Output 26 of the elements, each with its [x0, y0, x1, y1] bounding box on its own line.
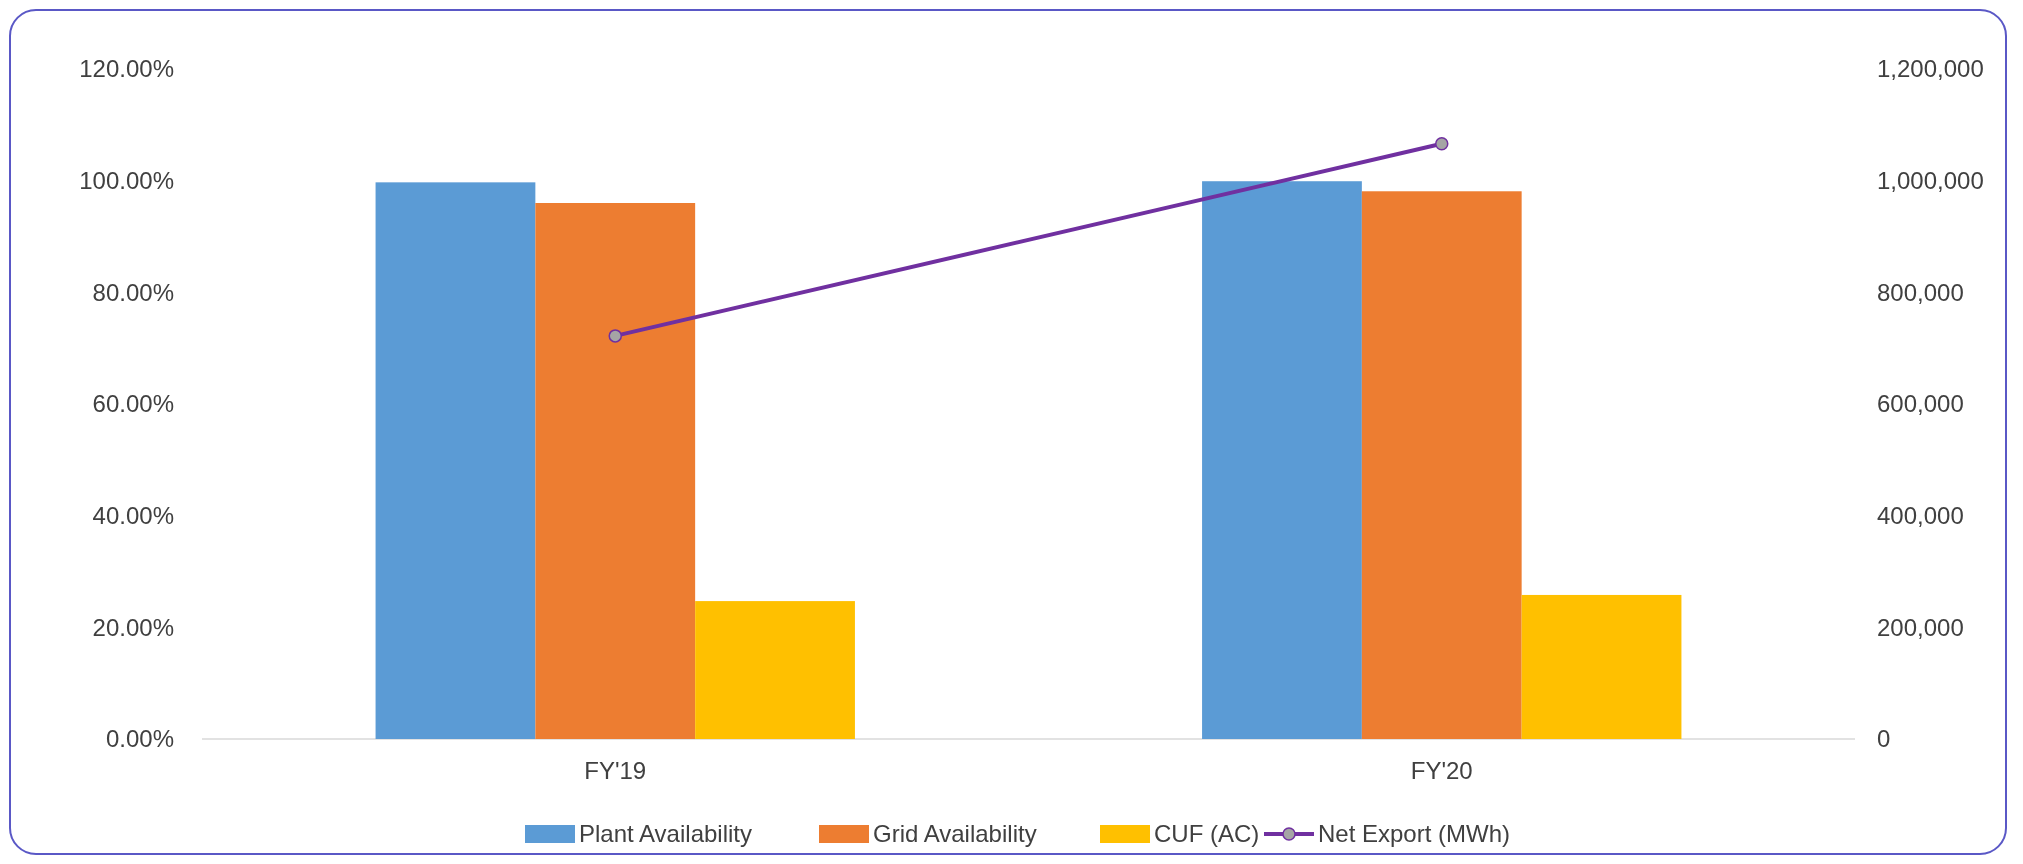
y-tick-label: 60.00% — [92, 390, 174, 418]
y2-tick-label: 400,000 — [1877, 502, 1964, 530]
y-tick-label: 0.00% — [105, 725, 174, 753]
y-tick-label: 120.00% — [79, 55, 174, 83]
y2-tick-label: 800,000 — [1877, 278, 1964, 306]
y2-tick-label: 600,000 — [1877, 390, 1964, 418]
x-tick-label: FY'19 — [584, 757, 647, 784]
y2-tick-label: 1,200,000 — [1877, 55, 1984, 83]
bar — [535, 203, 696, 739]
bar — [1521, 594, 1682, 739]
legend-label: Grid Availability — [873, 820, 1037, 848]
y2-tick-label: 0 — [1877, 725, 1891, 753]
legend-label: Net Export (MWh) — [1318, 820, 1511, 848]
y2-tick-label: 1,000,000 — [1877, 167, 1984, 195]
legend-label: CUF (AC) — [1154, 820, 1260, 848]
y2-tick-label: 200,000 — [1877, 613, 1964, 641]
bar — [1361, 191, 1522, 739]
y-tick-label: 20.00% — [92, 613, 174, 641]
y-tick-label: 100.00% — [79, 167, 174, 195]
y-tick-label: 80.00% — [92, 278, 174, 306]
legend-label: Plant Availability — [579, 820, 752, 848]
y-tick-label: 40.00% — [92, 502, 174, 530]
bar — [1202, 181, 1362, 739]
bar — [695, 601, 855, 739]
bar — [375, 182, 536, 739]
x-tick-label: FY'20 — [1410, 757, 1473, 784]
